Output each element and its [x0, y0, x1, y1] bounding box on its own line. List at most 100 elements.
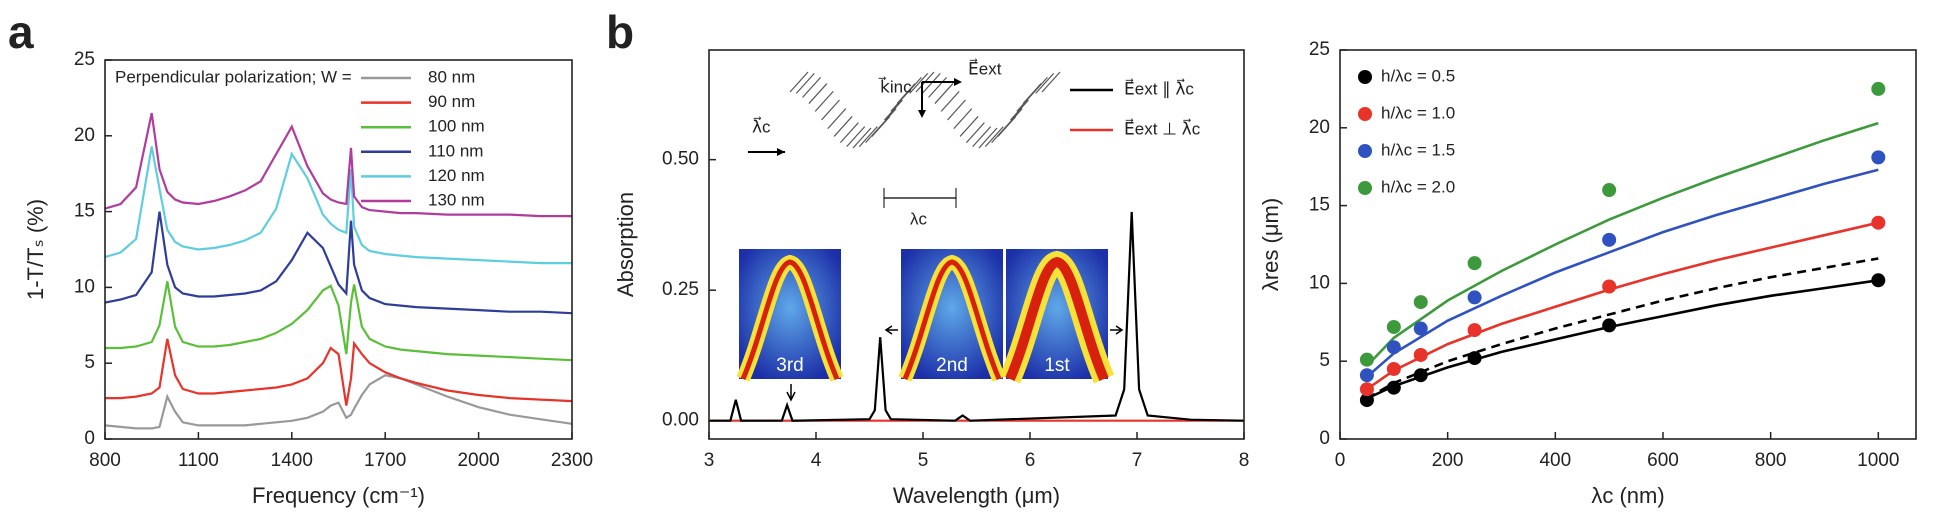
legend-label: h/λc = 0.5 [1381, 66, 1455, 85]
legend-label: 100 nm [428, 117, 485, 136]
x-axis-title: Wavelength (μm) [893, 483, 1060, 508]
x-tick-label: 800 [89, 450, 121, 471]
line-series [104, 374, 573, 430]
y-tick-label: 25 [74, 49, 95, 70]
fit-line [1366, 257, 1879, 400]
data-point [1386, 380, 1401, 395]
legend-swatch [1358, 70, 1372, 84]
field-map: 3rd [736, 249, 844, 382]
legend-label: 120 nm [428, 166, 485, 185]
plot-frame [1339, 49, 1917, 440]
y-axis-title: 1-T/Tₛ (%) [23, 199, 48, 300]
line-series [105, 281, 573, 362]
legend-swatch [1358, 107, 1372, 121]
legend-label: h/λc = 1.0 [1381, 103, 1455, 122]
legend-label: E⃗ext ∥ λ⃗c [1124, 78, 1194, 98]
x-tick-label: 6 [1025, 450, 1036, 471]
field-ring [740, 259, 840, 380]
line-series [104, 211, 573, 315]
y-tick-label: 25 [1309, 39, 1330, 60]
arrow-head [918, 110, 926, 118]
x-tick-label: 1700 [364, 450, 406, 471]
x-tick-label: 400 [1539, 450, 1571, 471]
y-axis-title: λres (μm) [1258, 198, 1283, 291]
data-point [1871, 273, 1886, 288]
x-tick-label: 8 [1239, 450, 1250, 471]
legend-label: E⃗ext ⊥ λ⃗c [1124, 118, 1201, 138]
data-point [1413, 295, 1428, 310]
arrow-head [954, 78, 962, 86]
y-tick-label: 0.00 [662, 410, 699, 431]
x-tick-label: 2000 [457, 450, 499, 471]
annotation: λc [910, 209, 928, 228]
legend-label: h/λc = 2.0 [1381, 177, 1455, 196]
data-point [1602, 232, 1617, 247]
arrow [884, 325, 898, 335]
data-point [1467, 323, 1482, 338]
line-series [104, 112, 572, 218]
y-tick-label: 0 [84, 428, 95, 449]
data-point [1386, 361, 1401, 376]
panel-label: a [8, 6, 34, 58]
legend-label: 110 nm [428, 141, 483, 160]
data-point [1413, 347, 1428, 362]
field-map: 1st [999, 249, 1115, 384]
line-series [104, 146, 572, 265]
y-tick-label: 15 [74, 201, 95, 222]
data-point [1467, 290, 1482, 305]
data-point [1413, 321, 1428, 336]
line-series [105, 338, 573, 406]
data-point [1467, 351, 1482, 366]
y-tick-label: 5 [84, 352, 95, 373]
fit-line [1366, 168, 1879, 378]
annotation: λ⃗c [752, 116, 771, 136]
x-tick-label: 4 [811, 450, 822, 471]
field-ring [1005, 256, 1109, 381]
y-tick-label: 0.50 [662, 149, 699, 170]
annotation: E⃗ext [968, 58, 1002, 78]
fit-line [1365, 121, 1879, 367]
legend-title: Perpendicular polarization; W = [115, 67, 352, 86]
legend-swatch [1358, 181, 1372, 195]
x-tick-label: 2300 [551, 450, 593, 471]
data-point [1359, 382, 1374, 397]
legend-label: h/λc = 1.5 [1381, 140, 1455, 159]
legend-label: 90 nm [428, 92, 475, 111]
x-tick-label: 5 [918, 450, 929, 471]
y-tick-label: 5 [1319, 350, 1330, 371]
arrow [786, 384, 796, 402]
x-tick-label: 1100 [178, 450, 219, 471]
data-point [1359, 368, 1374, 383]
data-point [1871, 215, 1886, 230]
inset-label: 3rd [776, 355, 803, 376]
x-tick-label: 3 [704, 450, 715, 471]
data-point [1871, 81, 1886, 96]
data-point [1467, 256, 1482, 271]
legend-swatch [1358, 144, 1372, 158]
plot-frame [708, 49, 1245, 440]
x-tick-label: 1400 [271, 450, 313, 471]
x-axis-title: λc (nm) [1591, 483, 1664, 508]
x-tick-label: 800 [1755, 450, 1787, 471]
inset-label: 1st [1044, 355, 1070, 376]
y-tick-label: 20 [74, 125, 95, 146]
y-tick-label: 10 [74, 276, 95, 297]
field-ring [902, 259, 1002, 380]
annotation: k⃗inc [879, 76, 913, 96]
x-axis-title: Frequency (cm⁻¹) [252, 483, 425, 508]
legend-label: 130 nm [428, 190, 485, 209]
data-point [1602, 183, 1617, 198]
x-tick-label: 7 [1132, 450, 1143, 471]
field-map: 2nd [898, 249, 1006, 382]
data-point [1386, 319, 1401, 334]
arrow-head [777, 148, 785, 156]
line-series [709, 211, 1245, 422]
data-point [1871, 150, 1886, 165]
x-tick-label: 200 [1432, 450, 1464, 471]
fit-line [1366, 279, 1879, 400]
y-tick-label: 20 [1309, 117, 1330, 138]
data-point [1359, 393, 1374, 408]
data-point [1602, 318, 1617, 333]
x-tick-label: 1000 [1857, 450, 1899, 471]
